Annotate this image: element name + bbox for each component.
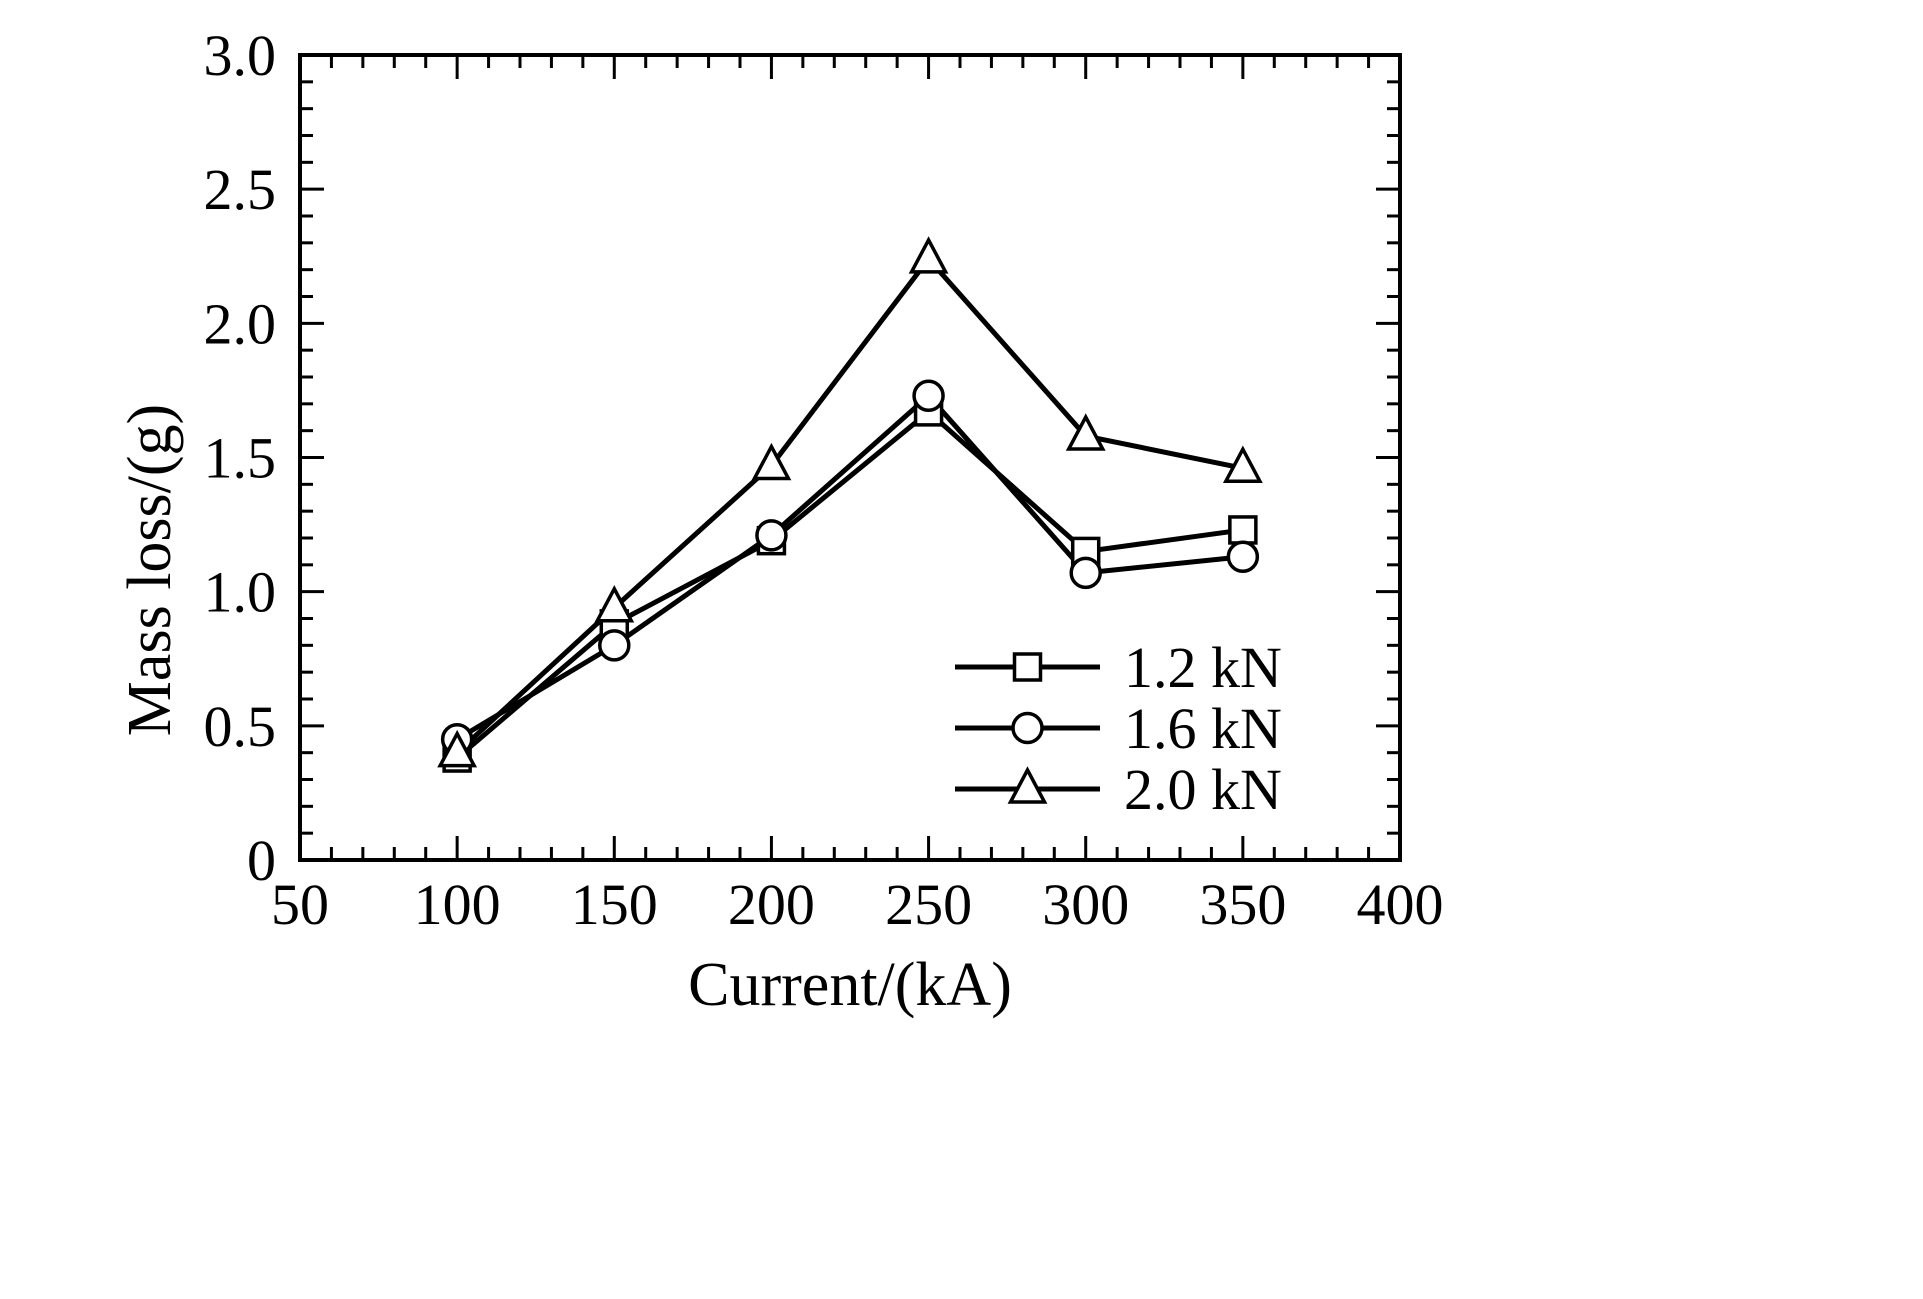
legend-label: 1.6 kN bbox=[1124, 696, 1282, 761]
legend-marker-triangle bbox=[1007, 766, 1048, 804]
x-tick-label: 350 bbox=[1199, 872, 1286, 937]
x-tick-label: 200 bbox=[728, 872, 815, 937]
y-tick-label: 2.5 bbox=[204, 157, 277, 222]
data-marker-circle bbox=[1226, 540, 1260, 574]
legend-marker-circle bbox=[1011, 711, 1044, 745]
data-marker-triangle bbox=[751, 442, 792, 481]
y-tick-label: 3.0 bbox=[204, 23, 277, 88]
data-marker-triangle bbox=[908, 236, 949, 274]
data-marker-triangle bbox=[594, 585, 635, 623]
y-tick-label: 0.5 bbox=[204, 694, 277, 759]
x-tick-label: 150 bbox=[571, 872, 658, 937]
x-tick-label: 300 bbox=[1042, 872, 1129, 937]
x-tick-label: 100 bbox=[414, 872, 501, 937]
legend-label: 1.2 kN bbox=[1124, 635, 1282, 700]
x-tick-label: 250 bbox=[885, 872, 972, 937]
x-tick-label: 400 bbox=[1357, 872, 1444, 937]
legend-marker-square bbox=[1012, 652, 1043, 682]
y-tick-label: 1.5 bbox=[204, 426, 277, 491]
series-line-triangle bbox=[455, 254, 1244, 755]
data-marker-triangle bbox=[437, 729, 478, 768]
data-marker-circle bbox=[598, 629, 631, 662]
y-tick-label: 1.0 bbox=[204, 560, 277, 625]
data-marker-circle bbox=[755, 519, 788, 552]
legend-label: 2.0 kN bbox=[1124, 757, 1282, 822]
series-line-square bbox=[455, 408, 1244, 760]
data-marker-triangle bbox=[1222, 445, 1263, 483]
y-axis-label: Mass loss/(g) bbox=[116, 403, 184, 737]
series-line-circle bbox=[455, 392, 1244, 742]
data-marker-circle bbox=[1069, 556, 1102, 590]
data-marker-square bbox=[1228, 515, 1258, 545]
data-marker-triangle bbox=[1065, 413, 1106, 451]
x-axis-label: Current/(kA) bbox=[688, 951, 1012, 1019]
y-tick-label: 2.0 bbox=[204, 291, 277, 356]
data-marker-circle bbox=[912, 379, 945, 413]
x-tick-label: 50 bbox=[271, 872, 329, 937]
y-tick-label: 0 bbox=[247, 828, 276, 893]
